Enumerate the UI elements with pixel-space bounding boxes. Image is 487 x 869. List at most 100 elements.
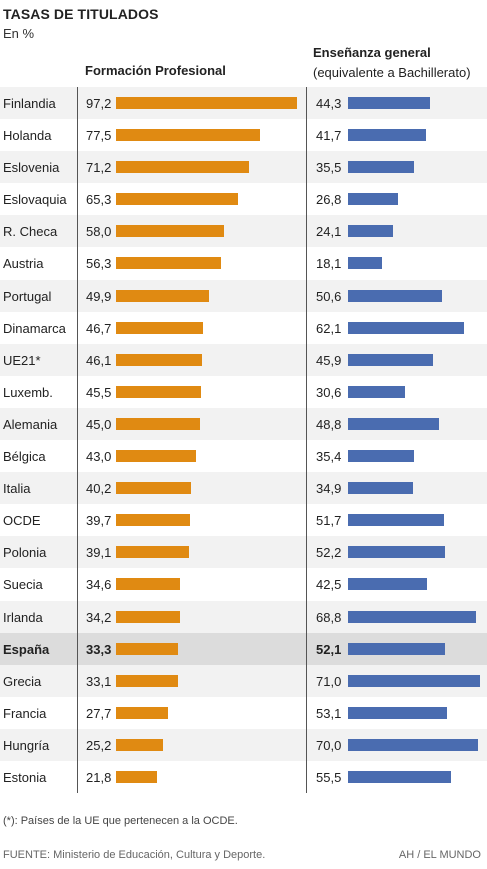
table-row: Luxemb. 45,5 30,6 bbox=[0, 376, 487, 408]
general-bar bbox=[348, 385, 405, 398]
fp-value-label: 43,0 bbox=[86, 449, 112, 465]
chart-title: TASAS DE TITULADOS bbox=[3, 6, 159, 22]
general-bar bbox=[348, 129, 426, 142]
fp-bar bbox=[116, 610, 180, 623]
table-row: Polonia 39,1 52,2 bbox=[0, 536, 487, 569]
fp-bar bbox=[116, 321, 203, 334]
country-label: UE21* bbox=[3, 352, 41, 368]
fp-bar bbox=[116, 482, 191, 495]
general-value-label: 51,7 bbox=[316, 513, 342, 529]
country-label: R. Checa bbox=[3, 224, 58, 240]
fp-bar bbox=[116, 193, 238, 206]
table-row: Estonia 21,8 55,5 bbox=[0, 761, 487, 793]
divider-left bbox=[77, 87, 78, 793]
general-bar bbox=[348, 161, 415, 174]
country-label: Alemania bbox=[3, 416, 58, 432]
fp-value-label: 46,1 bbox=[86, 352, 112, 368]
country-label: Polonia bbox=[3, 545, 47, 561]
fp-value-label: 97,2 bbox=[86, 96, 112, 111]
fp-bar bbox=[116, 706, 168, 719]
country-label: Francia bbox=[3, 705, 47, 721]
general-bar bbox=[348, 770, 452, 783]
general-value-label: 18,1 bbox=[316, 256, 342, 272]
country-label: Austria bbox=[3, 256, 44, 272]
country-label: Suecia bbox=[3, 577, 43, 593]
fp-value-label: 34,6 bbox=[86, 577, 112, 593]
general-value-label: 52,1 bbox=[316, 641, 342, 657]
fp-value-label: 33,1 bbox=[86, 673, 112, 689]
general-value-label: 35,5 bbox=[316, 160, 342, 176]
footnote: (*): Países de la UE que pertenecen a la… bbox=[3, 815, 238, 827]
credit: AH / EL MUNDO bbox=[398, 849, 481, 861]
general-bar bbox=[348, 353, 434, 366]
fp-bar bbox=[116, 417, 200, 430]
table-row: Suecia 34,6 42,5 bbox=[0, 568, 487, 600]
table-row: Holanda 77,5 41,7 bbox=[0, 119, 487, 151]
general-value-label: 53,1 bbox=[316, 705, 342, 721]
general-bar bbox=[348, 193, 398, 206]
general-bar bbox=[348, 706, 447, 719]
general-bar bbox=[348, 225, 393, 238]
fp-value-label: 65,3 bbox=[86, 192, 112, 208]
source: FUENTE: Ministerio de Educación, Cultura… bbox=[3, 849, 266, 861]
country-label: Bélgica bbox=[3, 449, 46, 465]
country-label: Grecia bbox=[3, 673, 42, 689]
table-row: Eslovaquia 65,3 26,8 bbox=[0, 183, 487, 215]
fp-bar bbox=[116, 642, 178, 655]
fp-value-label: 34,2 bbox=[86, 609, 112, 625]
table-row: Eslovenia 71,2 35,5 bbox=[0, 151, 487, 184]
fp-value-label: 45,0 bbox=[86, 416, 112, 432]
fp-value-label: 25,2 bbox=[86, 737, 112, 753]
fp-value-label: 27,7 bbox=[86, 705, 112, 721]
country-label: Holanda bbox=[3, 128, 52, 144]
country-label: OCDE bbox=[3, 513, 41, 529]
table-row: OCDE 39,7 51,7 bbox=[0, 504, 487, 536]
general-value-label: 42,5 bbox=[316, 577, 342, 593]
fp-bar bbox=[116, 738, 163, 751]
table-row: Portugal 49,9 50,6 bbox=[0, 279, 487, 312]
general-value-label: 26,8 bbox=[316, 192, 342, 208]
fp-value-label: 40,2 bbox=[86, 481, 112, 497]
fp-bar bbox=[116, 514, 190, 527]
fp-bar bbox=[116, 578, 181, 591]
general-value-label: 50,6 bbox=[316, 288, 342, 304]
general-value-label: 41,7 bbox=[316, 128, 342, 144]
fp-value-label: 39,1 bbox=[86, 545, 112, 561]
country-label: España bbox=[3, 641, 50, 657]
general-value-label: 35,4 bbox=[316, 449, 342, 465]
table-row: Hungría 25,2 70,0 bbox=[0, 728, 487, 761]
fp-value-label: 58,0 bbox=[86, 224, 112, 240]
country-label: Dinamarca bbox=[3, 320, 66, 336]
table-row: Italia 40,2 34,9 bbox=[0, 472, 487, 505]
column-header-fp: Formación Profesional bbox=[85, 63, 226, 78]
fp-value-label: 39,7 bbox=[86, 513, 112, 529]
fp-value-label: 77,5 bbox=[86, 128, 112, 144]
fp-bar bbox=[116, 674, 178, 687]
general-value-label: 52,2 bbox=[316, 545, 342, 561]
general-bar bbox=[348, 450, 414, 463]
column-header-general: Enseñanza general bbox=[313, 45, 431, 60]
fp-bar bbox=[116, 161, 249, 174]
country-label: Italia bbox=[3, 481, 31, 497]
table-row: Alemania 45,0 48,8 bbox=[0, 407, 487, 441]
table-row: Bélgica 43,0 35,4 bbox=[0, 440, 487, 472]
table-row: UE21* 46,1 45,9 bbox=[0, 343, 487, 376]
general-value-label: 70,0 bbox=[316, 737, 342, 753]
table-row: Austria 56,3 18,1 bbox=[0, 247, 487, 279]
fp-bar bbox=[116, 353, 202, 366]
general-value-label: 45,9 bbox=[316, 352, 342, 368]
fp-bar bbox=[116, 129, 261, 142]
fp-value-label: 33,3 bbox=[86, 641, 112, 657]
general-bar bbox=[348, 546, 446, 559]
country-label: Eslovenia bbox=[3, 160, 60, 176]
general-value-label: 55,5 bbox=[316, 769, 342, 785]
fp-bar bbox=[116, 385, 201, 398]
chart-subtitle: En % bbox=[3, 26, 35, 41]
fp-bar bbox=[116, 97, 297, 109]
country-label: Estonia bbox=[3, 769, 47, 785]
general-bar bbox=[348, 578, 428, 591]
general-value-label: 34,9 bbox=[316, 481, 342, 497]
table-row: España 33,3 52,1 bbox=[0, 632, 487, 665]
general-value-label: 48,8 bbox=[316, 416, 342, 432]
fp-value-label: 56,3 bbox=[86, 256, 112, 272]
